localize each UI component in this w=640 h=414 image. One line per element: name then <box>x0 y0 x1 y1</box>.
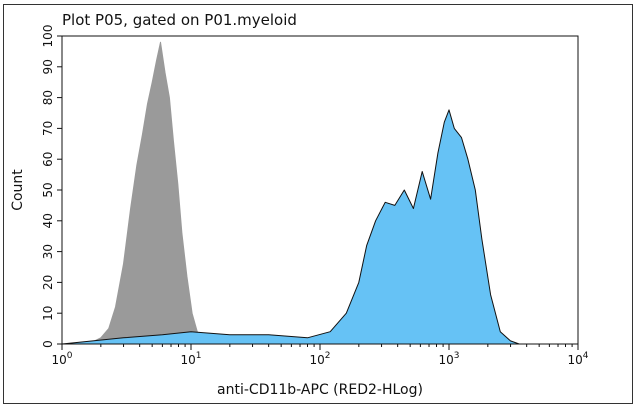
x-axis-ticks: 100 101 102 103 104 <box>51 344 589 367</box>
y-tick-label: 80 <box>41 90 55 105</box>
y-tick-label: 30 <box>41 244 55 259</box>
y-tick-label: 100 <box>41 25 55 48</box>
y-axis-ticks: 0 10 20 30 40 50 60 70 80 90 100 <box>41 25 62 348</box>
y-tick-label: 0 <box>41 340 55 348</box>
plot-frame <box>3 4 633 404</box>
y-axis-label: Count <box>10 169 26 211</box>
histogram-series-2 <box>61 109 520 345</box>
histogram-series-1 <box>87 41 211 345</box>
y-tick-label: 90 <box>41 59 55 74</box>
y-tick-label: 10 <box>41 306 55 321</box>
x-tick-label: 104 <box>567 351 588 367</box>
x-axis-label: anti-CD11b-APC (RED2-HLog) <box>217 382 423 398</box>
x-tick-label: 103 <box>438 351 459 367</box>
y-tick-label: 70 <box>41 121 55 136</box>
x-tick-label: 102 <box>309 351 330 367</box>
x-tick-label: 101 <box>180 351 201 367</box>
chart-title: Plot P05, gated on P01.myeloid <box>62 11 297 29</box>
y-tick-label: 50 <box>41 182 55 197</box>
y-tick-label: 40 <box>41 213 55 228</box>
x-tick-label: 100 <box>51 351 72 367</box>
y-tick-label: 60 <box>41 152 55 167</box>
y-tick-label: 20 <box>41 275 55 290</box>
series-layer <box>61 41 520 345</box>
